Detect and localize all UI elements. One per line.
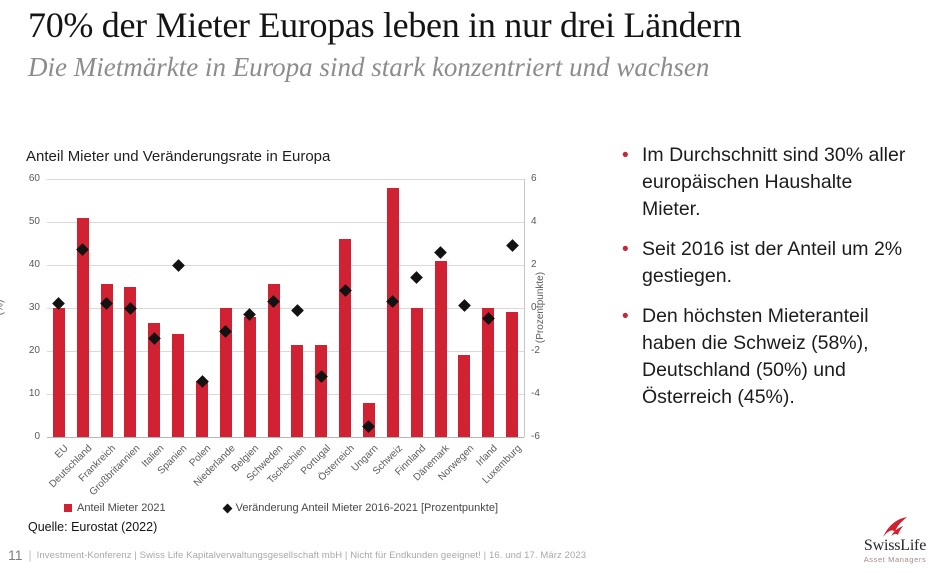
x-label-eu: EU [53,443,71,461]
footer: 11 | Investment-Konferenz | Swiss Life K… [8,547,586,563]
y-axis-tick-left: 20 [28,345,40,356]
bullet-dot-icon: • [622,306,629,327]
bar-deutschland [76,217,89,437]
y-axis-tick-right: 4 [531,216,537,227]
bullet-text: Den höchsten Mieteranteil haben die Schw… [642,305,869,408]
swiss-life-logo: SwissLife Asset Managers [856,516,934,564]
page-number: 11 [8,547,23,563]
bar-italien [148,323,161,437]
y-axis-tick-left: 60 [28,173,40,184]
footer-text: Investment-Konferenz | Swiss Life Kapita… [36,549,587,561]
marker-tschechien [291,303,304,317]
bullet-text: Seit 2016 ist der Anteil um 2% gestiegen… [642,238,903,287]
bar-d-nemark [434,260,447,437]
legend-label-markers: Veränderung Anteil Mieter 2016-2021 [Pro… [235,502,499,514]
gridline [47,351,524,352]
bar-luxemburg [506,312,519,437]
marker-luxemburg [505,239,519,253]
marker-finnland [410,271,424,285]
y-axis-tick-left: 0 [34,431,40,442]
legend-item-markers: Veränderung Anteil Mieter 2016-2021 [Pro… [222,502,499,514]
logo-tagline: Asset Managers [863,555,927,564]
swiss-life-flame-icon [856,516,934,538]
gridline [47,308,524,309]
bullet-item: • Den höchsten Mieteranteil haben die Sc… [622,303,924,411]
footer-separator: | [28,548,32,562]
bar-niederlande [219,308,232,437]
chart-title: Anteil Mieter und Veränderungsrate in Eu… [26,148,331,165]
bar-portugal [315,344,328,437]
chart-panel: Anteil Mieter und Veränderungsrate in Eu… [0,142,580,540]
plot-area [47,179,525,438]
bar--sterreich [339,239,352,437]
bullet-text: Im Durchschnitt sind 30% aller europäisc… [642,144,906,220]
bar-series-swatch-icon [64,504,72,512]
diamond-series-swatch-icon [222,503,233,513]
marker-spanien [171,258,185,272]
gridline [47,394,524,395]
gridline [47,179,524,180]
gridline [47,265,524,266]
source-note: Quelle: Eurostat (2022) [28,520,158,534]
y-axis-tick-right: -4 [531,388,540,399]
bar-eu [52,308,65,437]
y-axis-tick-left: 30 [28,302,40,313]
legend-item-bars: Anteil Mieter 2021 [64,502,166,514]
gridline [47,437,524,438]
y-axis-tick-right: 0 [531,302,537,313]
bar-schweiz [386,187,399,437]
y-axis-tick-left: 40 [28,259,40,270]
bar-spanien [172,333,185,437]
logo-wordmark: SwissLife [863,537,927,554]
bar-gro-britannien [124,286,137,437]
right-axis-line [524,179,525,437]
marker-d-nemark [434,245,447,259]
bar-frankreich [100,284,113,437]
bar-schweden [267,284,280,437]
y-axis-tick-right: -2 [531,345,540,356]
y-axis-tick-right: 2 [531,259,537,270]
slide-title: 70% der Mieter Europas leben in nur drei… [28,5,742,45]
marker-norwegen [458,299,471,313]
y-axis-tick-right: 6 [531,173,537,184]
bullet-dot-icon: • [622,145,629,166]
y-axis-tick-right: -6 [531,431,540,442]
bar-belgien [243,316,256,437]
bullet-item: • Im Durchschnitt sind 30% aller europäi… [622,142,924,223]
bullet-dot-icon: • [622,239,629,260]
bar-irland [482,308,495,437]
bar-norwegen [458,355,471,437]
bullet-item: • Seit 2016 ist der Anteil um 2% gestieg… [622,236,924,290]
y-axis-tick-left: 50 [28,216,40,227]
bar-tschechien [291,344,304,437]
bar-finnland [410,308,423,437]
y-axis-tick-left: 10 [28,388,40,399]
legend-label-bars: Anteil Mieter 2021 [77,502,166,514]
key-points-panel: • Im Durchschnitt sind 30% aller europäi… [622,142,924,424]
gridline [47,222,524,223]
slide-subtitle: Die Mietmärkte in Europa sind stark konz… [28,52,710,82]
chart-legend: Anteil Mieter 2021 Veränderung Anteil Mi… [64,502,498,514]
bar-polen [196,381,209,437]
